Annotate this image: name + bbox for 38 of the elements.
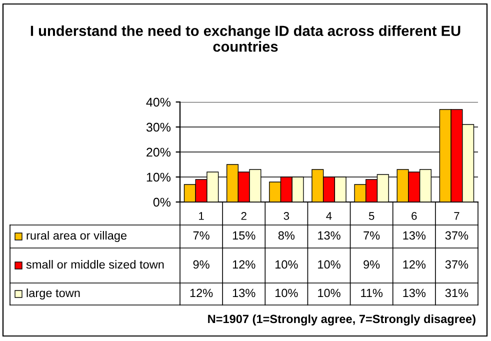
- y-tick-label: 20%: [146, 148, 171, 157]
- data-label: 37%: [445, 231, 468, 240]
- x-tick-label: 3: [284, 212, 290, 220]
- x-tick-label: 7: [454, 212, 460, 220]
- data-label: 12%: [232, 260, 256, 269]
- x-tick-label: 1: [199, 212, 204, 220]
- y-tick-label: 0%: [153, 198, 171, 207]
- data-label: 9%: [193, 260, 210, 269]
- data-label: 15%: [232, 231, 256, 240]
- text: N=1907 (1=Strongly agree, 7=Strongly disagree): [208, 314, 476, 326]
- legend-label: rural area or village: [26, 230, 127, 242]
- legend-label: small or middle sized town: [26, 260, 164, 269]
- chart-title: I understand the need to exchange ID data across different EU countries: [30, 25, 460, 52]
- data-label: 13%: [403, 288, 426, 298]
- data-label: 10%: [318, 260, 340, 269]
- data-label: 7%: [193, 231, 210, 240]
- x-tick-label: 4: [326, 212, 332, 220]
- data-label: 9%: [364, 260, 380, 269]
- data-label: 12%: [403, 260, 426, 269]
- data-label: 10%: [318, 288, 340, 298]
- data-label: 13%: [318, 231, 340, 240]
- x-tick-label: 5: [368, 212, 374, 220]
- data-label: 8%: [278, 231, 295, 240]
- legend-label: large town: [26, 288, 80, 300]
- data-label: 13%: [232, 288, 256, 298]
- data-label: 11%: [361, 288, 383, 298]
- x-tick-label: 6: [412, 212, 417, 220]
- x-tick-label: 2: [241, 212, 246, 220]
- y-tick-label: 40%: [146, 98, 171, 107]
- data-label: 10%: [276, 288, 298, 298]
- data-label: 37%: [445, 260, 468, 269]
- data-label: 13%: [403, 231, 426, 240]
- data-label: 12%: [190, 288, 213, 298]
- data-label: 10%: [276, 260, 298, 269]
- data-label: 7%: [364, 231, 380, 240]
- data-label: 31%: [445, 288, 468, 298]
- y-tick-label: 10%: [146, 172, 171, 182]
- y-tick-label: 30%: [146, 122, 171, 132]
